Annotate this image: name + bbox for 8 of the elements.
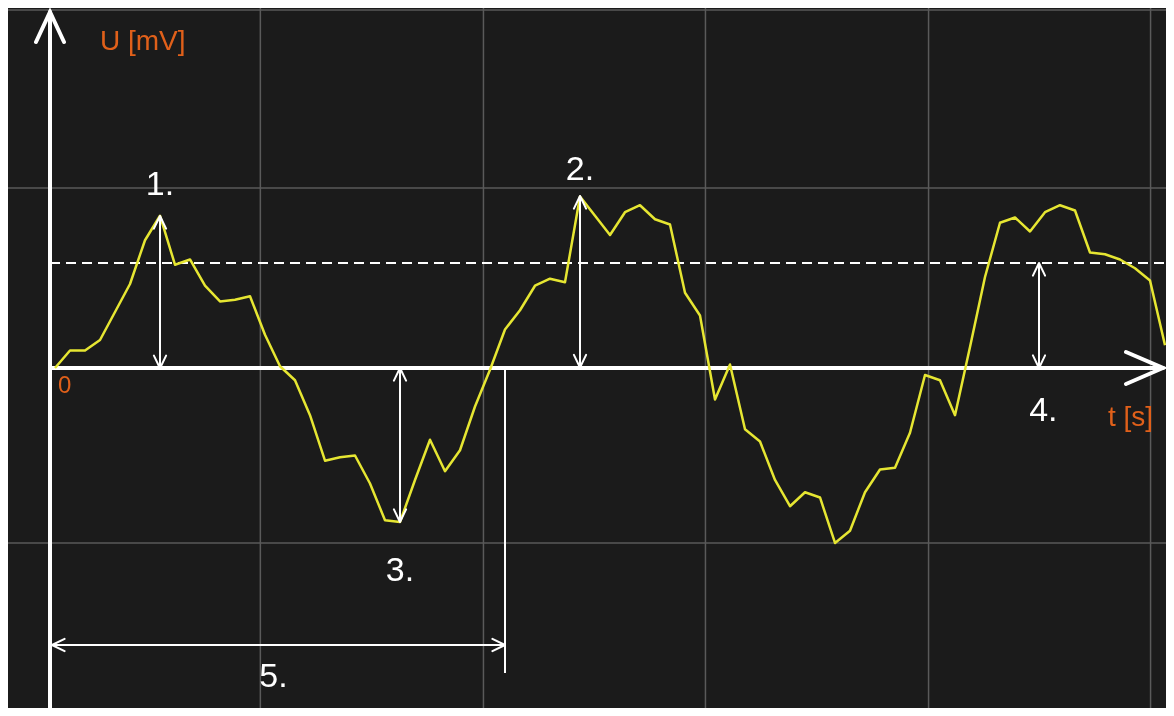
annotation: 4. bbox=[1029, 390, 1058, 429]
text: 3. bbox=[385, 550, 415, 589]
text: 2. bbox=[565, 148, 595, 187]
annotation: 0 bbox=[58, 370, 72, 398]
annotation: 1. bbox=[145, 164, 175, 203]
x-axis-title: t [s] bbox=[1108, 400, 1154, 432]
text: 5. bbox=[259, 656, 288, 695]
text: U [mV] bbox=[100, 24, 186, 56]
